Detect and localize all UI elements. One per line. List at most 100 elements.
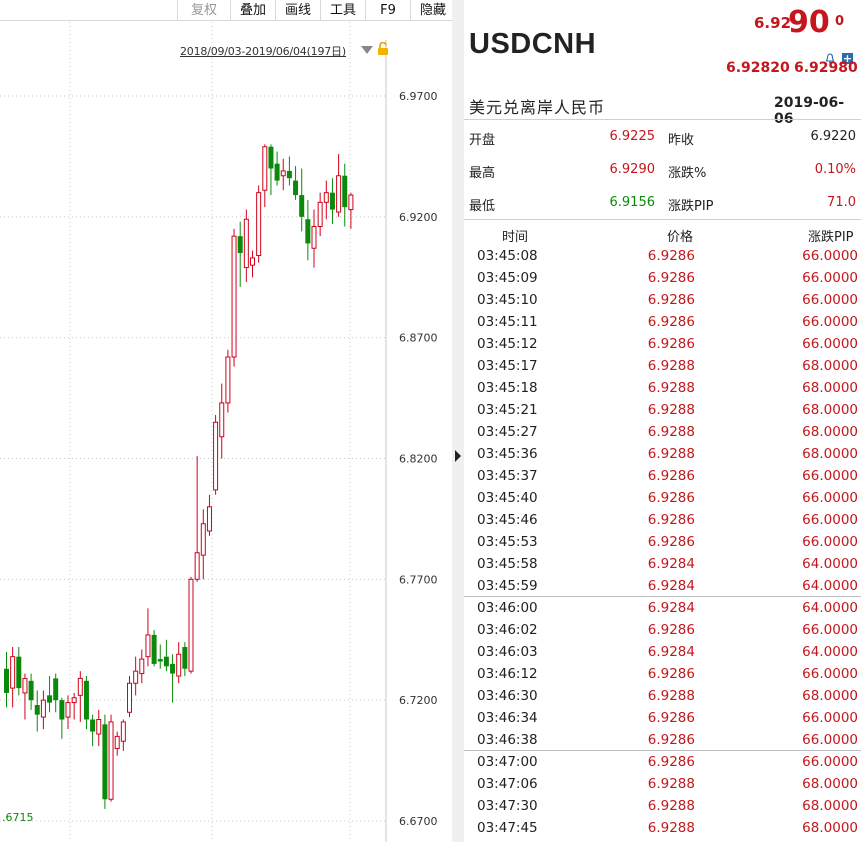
- candle-body: [133, 670, 139, 684]
- instrument-name: 美元兑离岸人民币: [469, 98, 606, 117]
- tick-pip: 66.0000: [802, 490, 858, 506]
- bell-icon[interactable]: [825, 53, 835, 64]
- tick-row[interactable]: 03:45:10 6.9286 66.0000: [464, 289, 861, 311]
- tick-price: 6.9284: [647, 556, 695, 572]
- candle-body: [108, 721, 114, 800]
- tick-row[interactable]: 03:45:53 6.9286 66.0000: [464, 531, 861, 553]
- candle-body: [225, 356, 231, 404]
- tick-price: 6.9286: [647, 710, 695, 726]
- tick-row[interactable]: 03:47:00 6.9286 66.0000: [464, 751, 861, 773]
- tick-row[interactable]: 03:47:45 6.9288 68.0000: [464, 817, 861, 839]
- tick-row[interactable]: 03:47:30 6.9288 68.0000: [464, 795, 861, 817]
- toolbar-button[interactable]: 复权: [177, 0, 230, 21]
- tick-pip: 66.0000: [802, 534, 858, 550]
- toolbar-button[interactable]: F9: [365, 0, 410, 21]
- tick-row[interactable]: 03:45:09 6.9286 66.0000: [464, 267, 861, 289]
- tick-row[interactable]: 03:45:21 6.9288 68.0000: [464, 399, 861, 421]
- candle-body: [102, 724, 108, 800]
- tick-price: 6.9286: [647, 666, 695, 682]
- tick-time: 03:46:02: [477, 622, 538, 638]
- y-tick-label: 6.7700: [399, 573, 438, 586]
- candle-body: [311, 226, 317, 249]
- tick-price: 6.9286: [647, 622, 695, 638]
- tick-row[interactable]: 03:45:40 6.9286 66.0000: [464, 487, 861, 509]
- chart-toolbar: 复权 叠加 画线 工具 F9 隐藏: [0, 0, 452, 21]
- candle-body: [262, 146, 268, 191]
- tick-pip: 68.0000: [802, 688, 858, 704]
- tick-row[interactable]: 03:46:02 6.9286 66.0000: [464, 619, 861, 641]
- tick-row[interactable]: 03:45:46 6.9286 66.0000: [464, 509, 861, 531]
- candle-body: [286, 170, 292, 179]
- panel-splitter[interactable]: [452, 0, 464, 842]
- candle-body: [28, 680, 34, 701]
- tick-pip: 66.0000: [802, 468, 858, 484]
- tick-pip: 66.0000: [802, 732, 858, 748]
- tick-row[interactable]: 03:45:18 6.9288 68.0000: [464, 377, 861, 399]
- tick-pip: 68.0000: [802, 402, 858, 418]
- candle-body: [96, 719, 102, 735]
- date-range-label[interactable]: 2018/09/03-2019/06/04(197日): [180, 45, 346, 58]
- tick-pip: 66.0000: [802, 336, 858, 352]
- chart-panel[interactable]: 复权 叠加 画线 工具 F9 隐藏 6.9700 6.9200 6.8700 6.8200 6.7…: [0, 0, 452, 842]
- candle-body: [231, 235, 237, 358]
- tick-row[interactable]: 03:47:06 6.9288 68.0000: [464, 773, 861, 795]
- tick-row[interactable]: 03:46:00 6.9284 64.0000: [464, 597, 861, 619]
- tick-pip: 68.0000: [802, 820, 858, 836]
- toolbar-button[interactable]: 叠加: [230, 0, 275, 21]
- tick-row[interactable]: 03:45:36 6.9288 68.0000: [464, 443, 861, 465]
- candlestick-chart[interactable]: 6.9700 6.9200 6.8700 6.8200 6.7700 6.7200 6.67…: [0, 0, 452, 842]
- tick-row[interactable]: 03:45:17 6.9288 68.0000: [464, 355, 861, 377]
- tick-pip: 66.0000: [802, 754, 858, 770]
- tick-price: 6.9286: [647, 292, 695, 308]
- candle-body: [83, 680, 89, 720]
- min-price-label: .6715: [2, 811, 34, 824]
- tick-row[interactable]: 03:45:08 6.9286 66.0000: [464, 245, 861, 267]
- candle-body: [145, 634, 151, 658]
- divider: [464, 219, 861, 220]
- add-watchlist-icon[interactable]: +: [842, 52, 853, 65]
- tick-row[interactable]: 03:45:37 6.9286 66.0000: [464, 465, 861, 487]
- tick-pip: 66.0000: [802, 248, 858, 264]
- tick-row[interactable]: 03:45:27 6.9288 68.0000: [464, 421, 861, 443]
- tick-price: 6.9286: [647, 314, 695, 330]
- tick-pip: 68.0000: [802, 380, 858, 396]
- candle-body: [139, 658, 145, 675]
- tick-row[interactable]: 03:46:03 6.9284 64.0000: [464, 641, 861, 663]
- tick-row[interactable]: 03:46:12 6.9286 66.0000: [464, 663, 861, 685]
- candle-body: [40, 699, 46, 718]
- candle-body: [342, 175, 348, 208]
- prev-close-label: 昨收: [668, 133, 695, 148]
- candle-body: [213, 421, 219, 491]
- unlock-icon[interactable]: [377, 42, 389, 55]
- y-tick-label: 6.9200: [399, 211, 438, 224]
- tick-row[interactable]: 03:45:59 6.9284 64.0000: [464, 575, 861, 597]
- candle-body: [237, 236, 243, 254]
- tick-row[interactable]: 03:46:30 6.9288 68.0000: [464, 685, 861, 707]
- toolbar-button[interactable]: 隐藏: [410, 0, 452, 21]
- toolbar-button[interactable]: 工具: [320, 0, 365, 21]
- tick-time: 03:47:30: [477, 798, 538, 814]
- open-label: 开盘: [469, 133, 496, 148]
- tick-row[interactable]: 03:45:11 6.9286 66.0000: [464, 311, 861, 333]
- tick-time: 03:46:38: [477, 732, 538, 748]
- range-dropdown-icon[interactable]: [361, 46, 373, 54]
- tick-time: 03:45:37: [477, 468, 538, 484]
- high-label: 最高: [469, 166, 496, 181]
- tick-row[interactable]: 03:46:34 6.9286 66.0000: [464, 707, 861, 729]
- candle-body: [77, 677, 83, 696]
- toolbar-button[interactable]: 画线: [275, 0, 320, 21]
- prev-close-value: 6.9220: [810, 129, 857, 144]
- change-pip-label: 涨跌PIP: [668, 199, 714, 214]
- bid-price: 6.92820: [726, 60, 790, 76]
- collapse-arrow-icon[interactable]: [455, 450, 461, 462]
- candle-body: [16, 656, 22, 689]
- y-tick-label: 6.8700: [399, 332, 438, 345]
- candle-body: [163, 656, 169, 667]
- candle-body: [34, 705, 40, 715]
- tick-row[interactable]: 03:45:58 6.9284 64.0000: [464, 553, 861, 575]
- tick-pip: 64.0000: [802, 578, 858, 594]
- tick-row[interactable]: 03:45:12 6.9286 66.0000: [464, 333, 861, 355]
- tick-row[interactable]: 03:46:38 6.9286 66.0000: [464, 729, 861, 751]
- candle-body: [22, 677, 28, 694]
- tick-price: 6.9286: [647, 512, 695, 528]
